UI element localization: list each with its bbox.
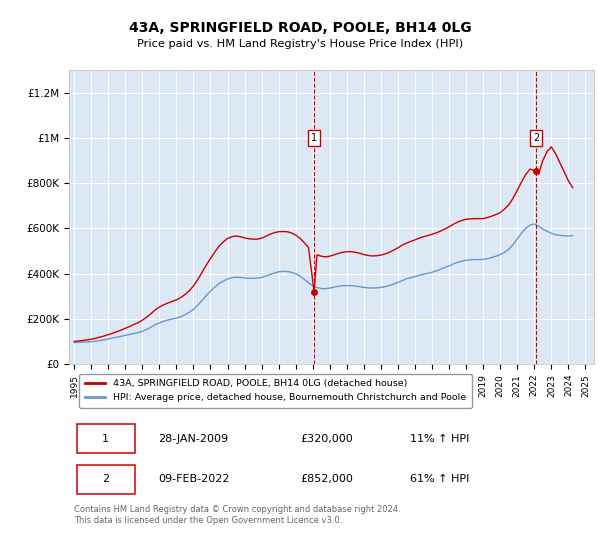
Text: Price paid vs. HM Land Registry's House Price Index (HPI): Price paid vs. HM Land Registry's House … xyxy=(137,39,463,49)
Text: 11% ↑ HPI: 11% ↑ HPI xyxy=(410,434,470,444)
Text: £320,000: £320,000 xyxy=(300,434,353,444)
FancyBboxPatch shape xyxy=(77,465,134,494)
Text: Contains HM Land Registry data © Crown copyright and database right 2024.
This d: Contains HM Land Registry data © Crown c… xyxy=(74,505,401,525)
Text: 28-JAN-2009: 28-JAN-2009 xyxy=(158,434,229,444)
Text: 61% ↑ HPI: 61% ↑ HPI xyxy=(410,474,470,484)
Text: 1: 1 xyxy=(311,133,317,143)
Text: £852,000: £852,000 xyxy=(300,474,353,484)
Legend: 43A, SPRINGFIELD ROAD, POOLE, BH14 0LG (detached house), HPI: Average price, det: 43A, SPRINGFIELD ROAD, POOLE, BH14 0LG (… xyxy=(79,374,472,408)
Text: 2: 2 xyxy=(533,133,539,143)
Text: 09-FEB-2022: 09-FEB-2022 xyxy=(158,474,230,484)
Text: 43A, SPRINGFIELD ROAD, POOLE, BH14 0LG: 43A, SPRINGFIELD ROAD, POOLE, BH14 0LG xyxy=(128,21,472,35)
Text: 1: 1 xyxy=(102,434,109,444)
FancyBboxPatch shape xyxy=(77,424,134,454)
Text: 2: 2 xyxy=(102,474,109,484)
